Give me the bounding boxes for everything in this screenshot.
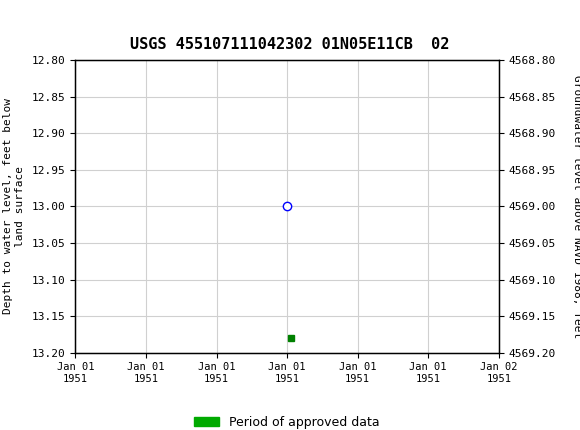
Legend: Period of approved data: Period of approved data	[189, 411, 385, 430]
Text: USGS 455107111042302 01N05E11CB  02: USGS 455107111042302 01N05E11CB 02	[130, 37, 450, 52]
Text: ❖USGS: ❖USGS	[12, 12, 78, 33]
Y-axis label: Depth to water level, feet below
land surface: Depth to water level, feet below land su…	[3, 98, 25, 314]
Y-axis label: Groundwater level above NAVD 1988, feet: Groundwater level above NAVD 1988, feet	[572, 75, 580, 338]
